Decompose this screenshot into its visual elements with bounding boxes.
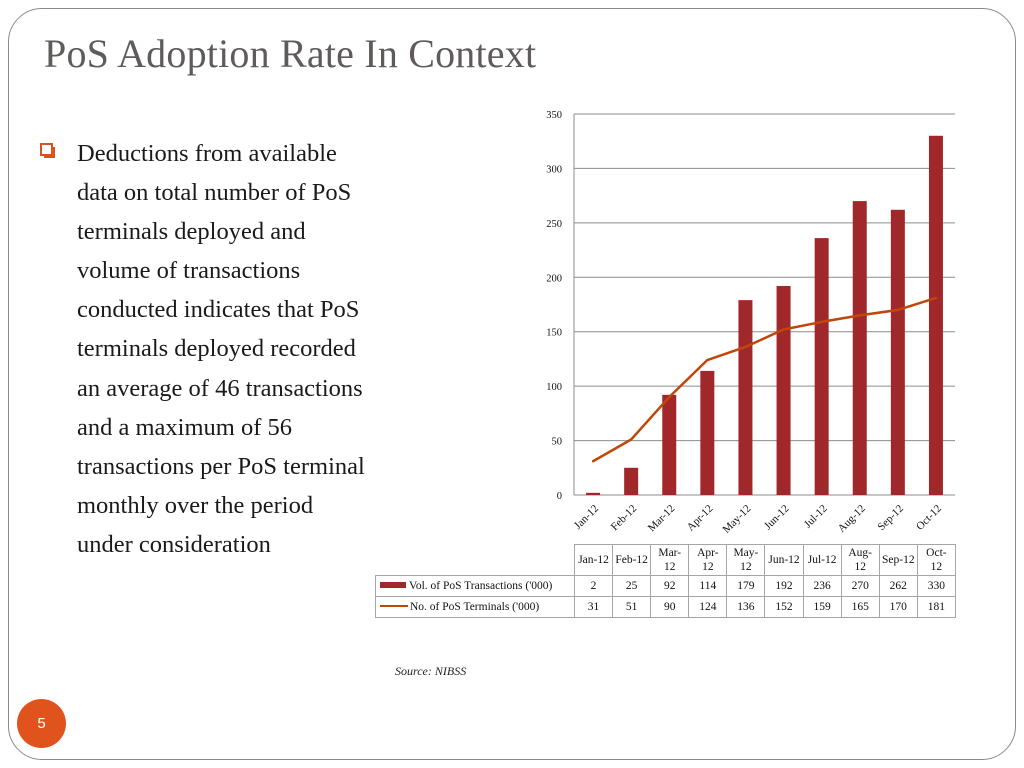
table-row: Vol. of PoS Transactions ('000) 2 25 92 114 1…	[375, 575, 956, 597]
y-tick-label: 100	[546, 382, 562, 393]
x-tick-label: Jul-12	[802, 503, 830, 531]
y-tick-label: 0	[557, 491, 562, 502]
x-tick-label: Oct-12	[914, 503, 944, 533]
legend-line-swatch	[380, 605, 408, 608]
x-tick-label: Apr-12	[685, 503, 716, 534]
table-header-cell: Sep-12	[878, 544, 918, 576]
table-header-cell: Jan-12	[573, 544, 614, 576]
table-row: No. of PoS Terminals ('000) 31 51 90 124 136 1…	[375, 596, 956, 618]
line-point	[820, 320, 823, 324]
source-note: Source: NIBSS	[395, 664, 467, 678]
table-header-cell: Jul-12	[802, 544, 842, 576]
line-point	[858, 314, 861, 317]
x-tick-label: Aug-12	[836, 503, 868, 535]
table-header-cell: May- 12	[726, 544, 766, 576]
table-cell: 270	[840, 575, 880, 597]
y-tick-label: 150	[546, 328, 562, 339]
table-cell: 179	[726, 575, 766, 597]
table-cell: 124	[688, 596, 728, 618]
line-point	[782, 328, 785, 331]
legend-bar-swatch	[380, 582, 406, 589]
y-tick-label: 50	[552, 437, 563, 448]
y-tick-label: 300	[546, 164, 562, 175]
line-point	[934, 296, 938, 300]
table-cell: 330	[916, 575, 956, 597]
legend-label: Vol. of PoS Transactions ('000)	[409, 580, 553, 592]
bar	[700, 370, 715, 495]
x-tick-label: Mar-12	[646, 503, 678, 535]
x-tick-label: Jan-12	[572, 503, 601, 532]
line-point	[896, 308, 900, 312]
table-header-cell: Mar- 12	[650, 544, 690, 576]
table-cell: 262	[878, 575, 918, 597]
y-tick-label: 350	[546, 110, 562, 121]
table-cell: 236	[802, 575, 842, 597]
table-cell: 51	[612, 596, 652, 618]
table-cell: 136	[726, 596, 766, 618]
page-number-badge: 5	[17, 699, 66, 748]
table-corner	[375, 544, 575, 576]
x-tick-label: May-12	[720, 503, 753, 536]
x-tick-label: Sep-12	[875, 503, 906, 534]
table-cell: 2	[573, 575, 614, 597]
table-cell: 90	[650, 596, 690, 618]
checkbox-bullet-icon	[40, 143, 53, 156]
table-cell: 114	[688, 575, 728, 597]
bar	[662, 394, 677, 495]
chart-data-table: Jan-12 Feb-12 Mar- 12 Apr- 12 May- 12 Jun-12 Jul-…	[375, 544, 956, 618]
bar	[776, 285, 791, 495]
table-header-cell: Aug- 12	[840, 544, 880, 576]
table-cell: 152	[764, 596, 804, 618]
table-cell: 165	[840, 596, 880, 618]
bar	[890, 209, 905, 495]
table-header-cell: Feb-12	[612, 544, 652, 576]
bar	[928, 135, 943, 495]
bar	[586, 492, 601, 495]
y-tick-label: 250	[546, 219, 562, 230]
line-point	[744, 345, 747, 349]
x-tick-label: Feb-12	[609, 503, 640, 534]
x-tick-label: Jun-12	[762, 503, 792, 533]
bar	[852, 201, 867, 496]
legend-entry: Vol. of PoS Transactions ('000)	[375, 575, 575, 597]
legend-entry: No. of PoS Terminals ('000)	[375, 596, 575, 618]
line-point	[706, 358, 709, 362]
legend-label: No. of PoS Terminals ('000)	[410, 601, 540, 613]
bar	[624, 467, 639, 495]
table-cell: 25	[612, 575, 652, 597]
table-header-cell: Apr- 12	[688, 544, 728, 576]
slide-frame	[8, 8, 1016, 760]
bar	[814, 238, 829, 495]
table-header-cell: Jun-12	[764, 544, 804, 576]
table-cell: 170	[878, 596, 918, 618]
bullet-text: Deductions from available data on total …	[77, 140, 365, 558]
line-point	[591, 460, 595, 463]
table-cell: 31	[573, 596, 614, 618]
terminals-line	[592, 296, 937, 463]
table-cell: 192	[764, 575, 804, 597]
y-tick-label: 200	[546, 273, 562, 284]
line-point	[629, 438, 633, 441]
slide-title: PoS Adoption Rate In Context	[44, 31, 537, 76]
table-cell: 159	[802, 596, 842, 618]
table-cell: 181	[916, 596, 956, 618]
table-header-cell: Oct- 12	[916, 544, 956, 576]
bar	[738, 300, 753, 495]
table-cell: 92	[650, 575, 690, 597]
line-point	[668, 395, 671, 399]
